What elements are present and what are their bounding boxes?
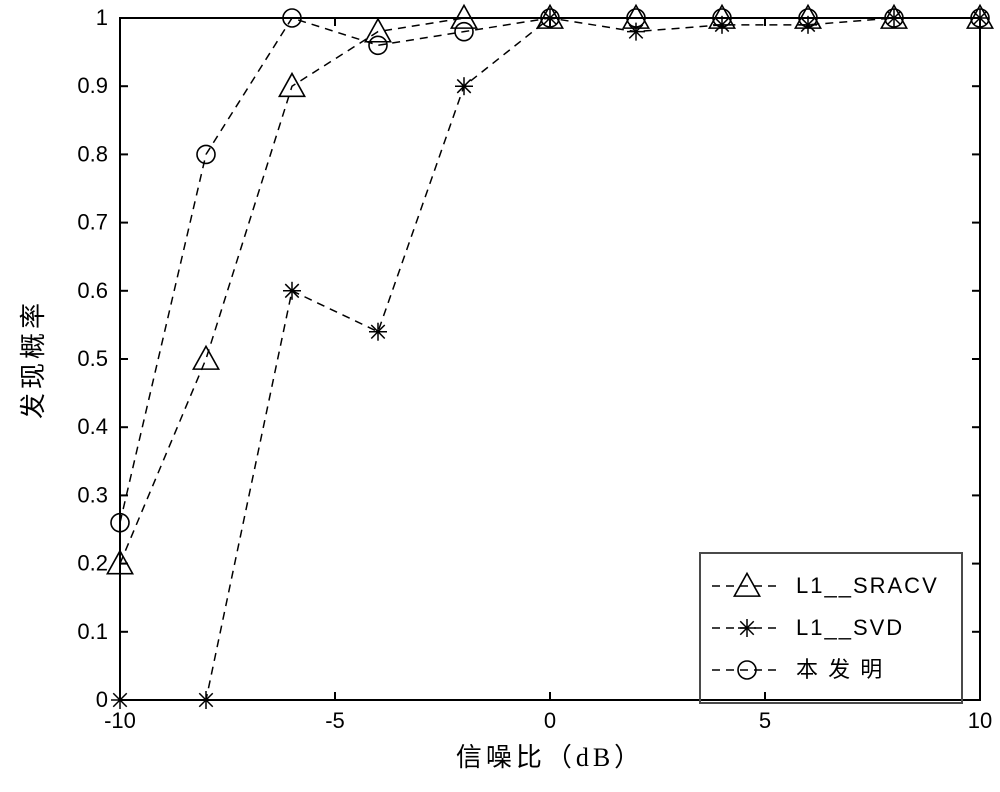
star-marker xyxy=(369,323,387,341)
y-tick-label: 0.9 xyxy=(77,73,108,98)
star-marker xyxy=(111,691,129,709)
x-tick-label: 0 xyxy=(544,708,556,733)
y-tick-label: 0.7 xyxy=(77,210,108,235)
triangle-marker xyxy=(279,74,304,97)
y-tick-label: 0.8 xyxy=(77,141,108,166)
x-tick-label: -5 xyxy=(325,708,345,733)
y-axis-label: 发现概率 xyxy=(19,299,48,419)
star-marker xyxy=(283,282,301,300)
x-tick-label: -10 xyxy=(104,708,136,733)
legend-label: L1__SRACV xyxy=(796,573,939,598)
series-0 xyxy=(107,5,992,573)
legend-label: L1__SVD xyxy=(796,615,904,640)
star-marker xyxy=(455,77,473,95)
series-1 xyxy=(111,9,989,709)
x-tick-label: 10 xyxy=(968,708,992,733)
y-tick-label: 0.3 xyxy=(77,482,108,507)
detection-probability-chart: -10 -5 0 5 10 0 0.1 0.2 0.3 0.4 0.5 0.6 0.7 0.8 0.9 1 信噪… xyxy=(0,0,1000,787)
x-tick-label: 5 xyxy=(759,708,771,733)
y-tick-label: 0.2 xyxy=(77,551,108,576)
circle-marker xyxy=(369,36,387,54)
star-marker xyxy=(197,691,215,709)
triangle-marker xyxy=(193,346,218,369)
triangle-marker xyxy=(451,5,476,28)
star-marker xyxy=(738,619,756,637)
triangle-marker xyxy=(734,573,759,596)
x-axis-label: 信噪比（dB） xyxy=(456,743,644,772)
y-tick-label: 0.1 xyxy=(77,619,108,644)
y-tick-label: 1 xyxy=(96,5,108,30)
series-2 xyxy=(111,9,989,532)
legend-label: 本 发 明 xyxy=(796,657,884,682)
y-tick-label: 0.4 xyxy=(77,414,108,439)
y-tick-label: 0.5 xyxy=(77,346,108,371)
chart-svg: -10 -5 0 5 10 0 0.1 0.2 0.3 0.4 0.5 0.6 0.7 0.8 0.9 1 信噪… xyxy=(0,0,1000,787)
y-tick-label: 0 xyxy=(96,687,108,712)
y-tick-label: 0.6 xyxy=(77,278,108,303)
